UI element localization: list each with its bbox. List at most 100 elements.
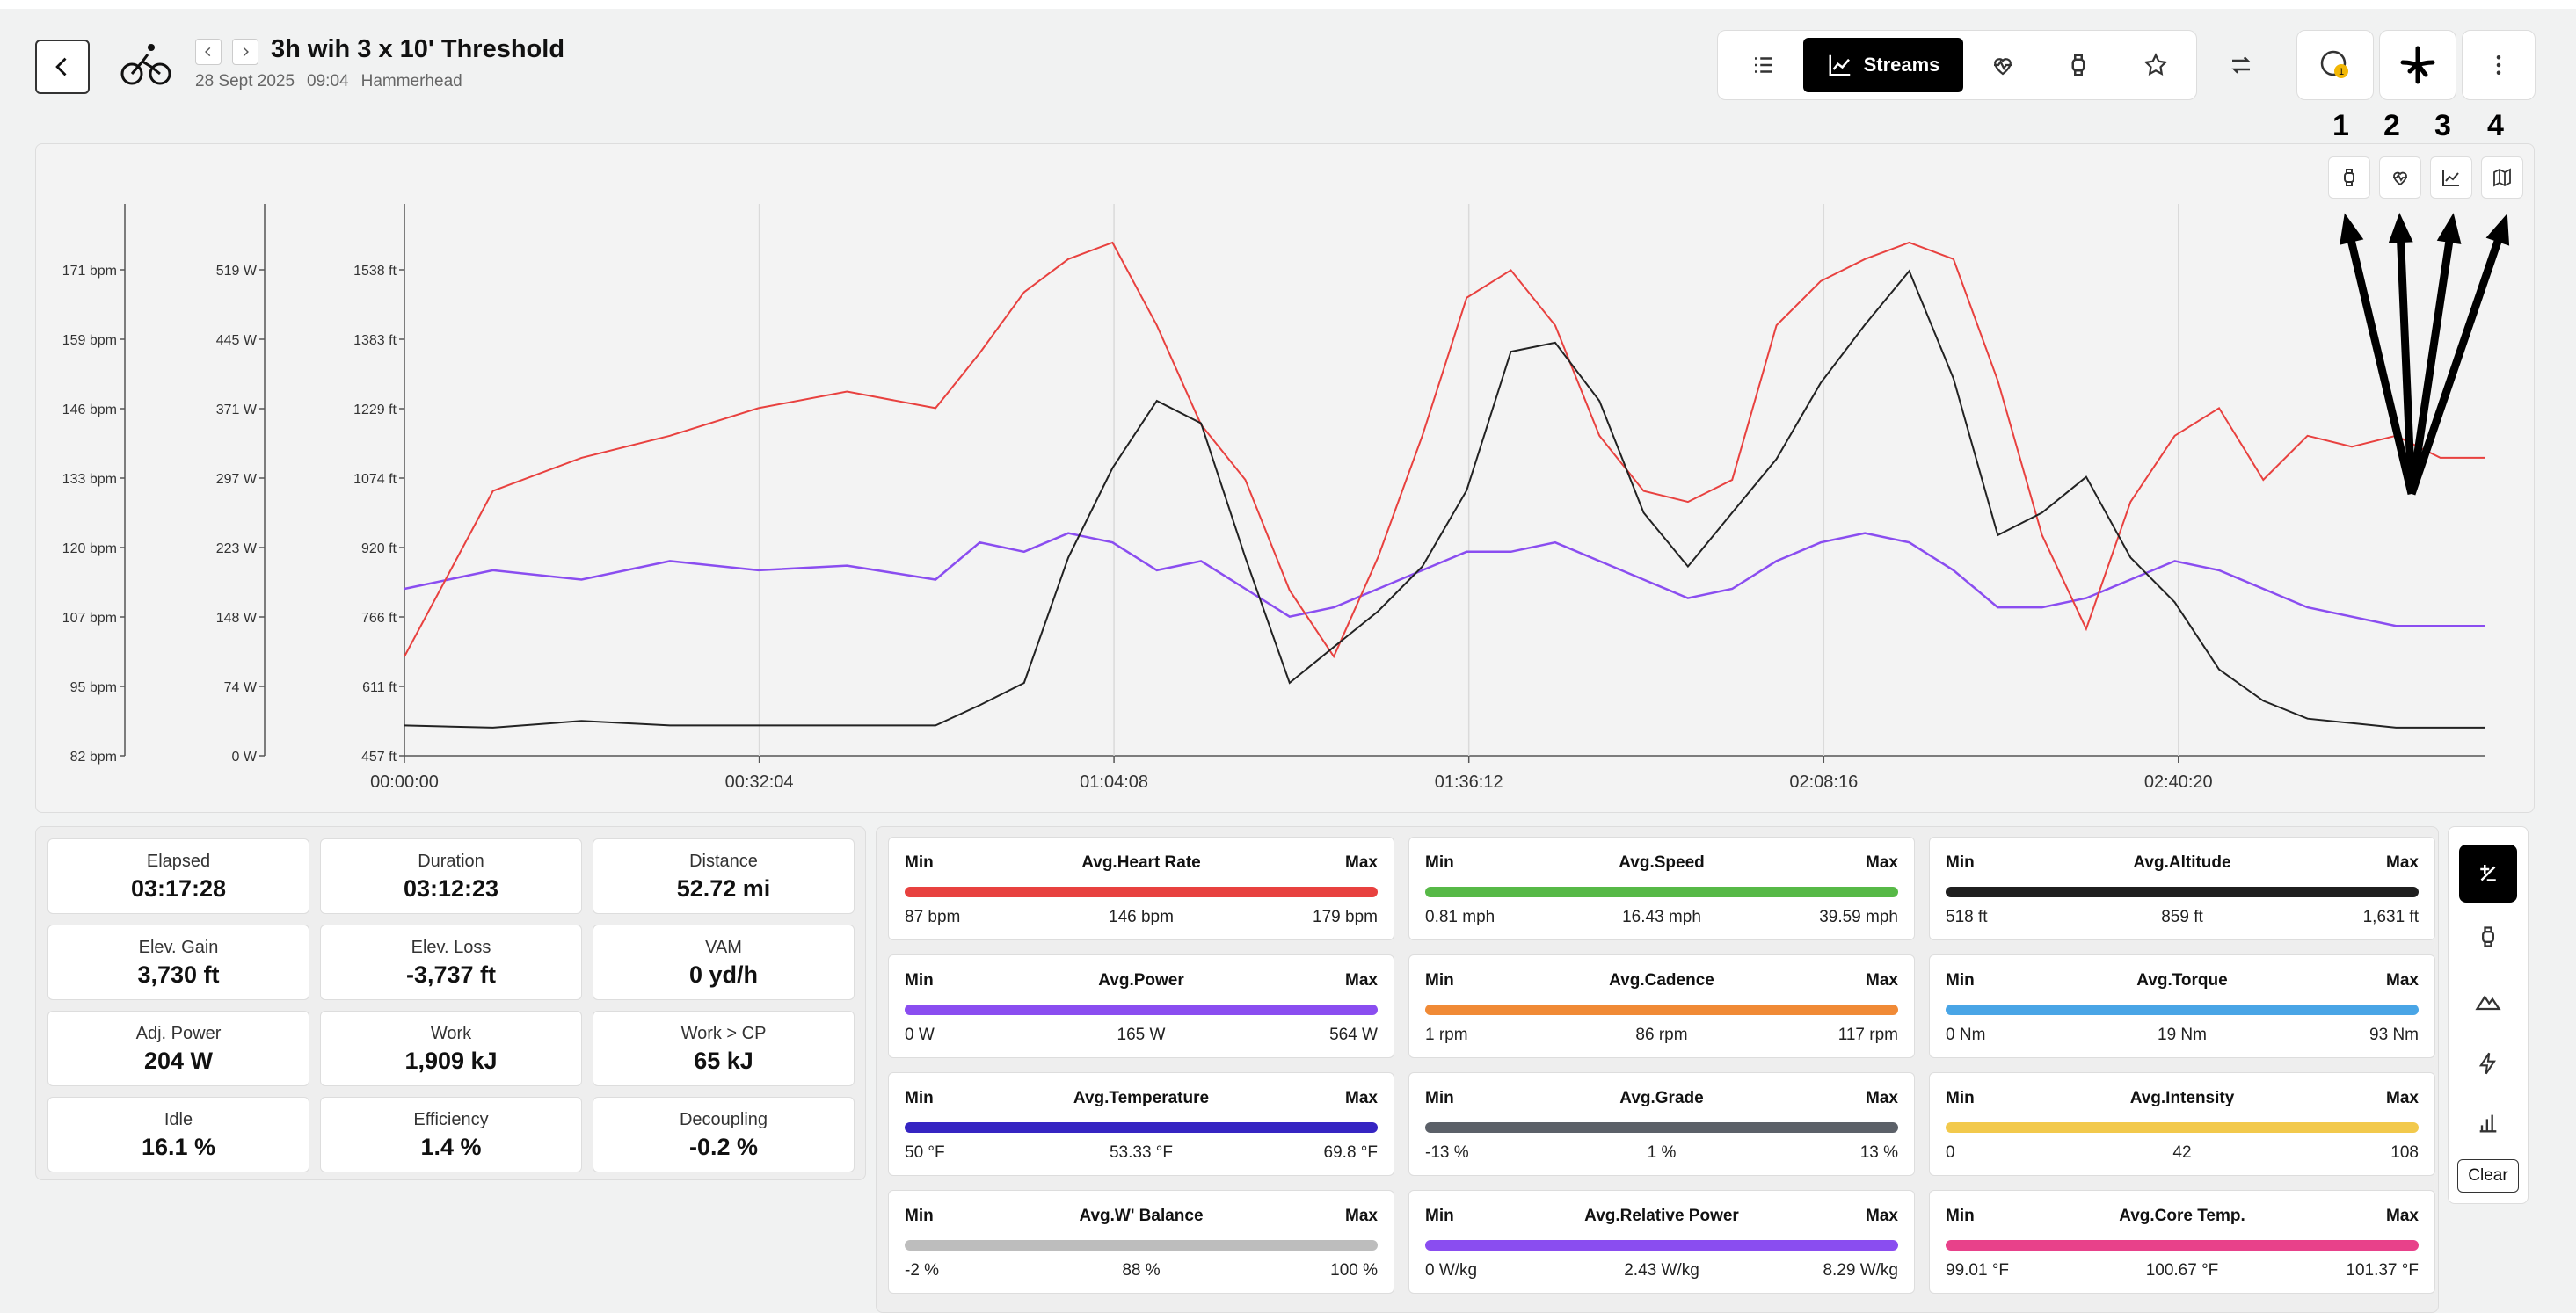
altitude-tick-label: 1383 ft: [353, 333, 397, 348]
time-tick-label: 01:04:08: [1080, 773, 1148, 792]
annotation-arrowhead: [2485, 213, 2510, 246]
more-options-button[interactable]: [2462, 30, 2536, 100]
metric-card[interactable]: Min Avg.W' Balance Max -2 % 88 % 100 %: [888, 1190, 1394, 1294]
metric-min-value: 1 rpm: [1425, 1026, 1468, 1044]
metric-min-value: 87 bpm: [905, 908, 961, 926]
heart-rate-series-line: [404, 241, 2485, 659]
summary-stats-panel: Elapsed 03:17:28 Duration 03:12:23 Distance 5…: [35, 826, 866, 1180]
add-metric-button[interactable]: [2459, 845, 2517, 903]
app-logo-button[interactable]: [2379, 30, 2456, 100]
plus-minus-icon: [2480, 865, 2496, 881]
time-tick-label: 02:08:16: [1789, 773, 1858, 792]
metric-bar: [1946, 1122, 2419, 1133]
power-filter-button[interactable]: [2459, 1034, 2517, 1092]
metric-card[interactable]: Min Avg.Power Max 0 W 165 W 564 W: [888, 954, 1394, 1058]
metric-card[interactable]: Min Avg.Core Temp. Max 99.01 °F 100.67 °F 101…: [1929, 1190, 2435, 1294]
stat-card: Distance 52.72 mi: [593, 838, 855, 914]
next-activity-button[interactable]: [232, 39, 258, 65]
clear-button[interactable]: Clear: [2457, 1159, 2519, 1193]
metric-bar: [1425, 1122, 1898, 1133]
swap-arrows-icon: [2231, 56, 2251, 74]
annotation-arrow: [2407, 228, 2456, 495]
metric-avg-value: 146 bpm: [1109, 908, 1174, 926]
metric-min-value: 0 Nm: [1946, 1026, 1986, 1044]
top-strip: [0, 0, 2576, 9]
time-tick-label: 00:32:04: [725, 773, 794, 792]
annotation-number: 4: [2487, 109, 2504, 142]
metric-name: Avg.W' Balance: [1079, 1207, 1204, 1225]
annotation-number: 3: [2434, 109, 2451, 142]
metric-max-value: 117 rpm: [1837, 1026, 1898, 1044]
bar-chart-filter-button[interactable]: [2459, 1094, 2517, 1152]
metric-bar: [1425, 887, 1898, 897]
stat-value: 204 W: [143, 1048, 214, 1074]
watch-icon: [2344, 169, 2354, 186]
terrain-filter-button[interactable]: [2459, 971, 2517, 1029]
streams-chart[interactable]: 171 bpm 159 bpm 146 bpm 133 bpm 120 bpm 107 b…: [36, 144, 2536, 814]
metric-card[interactable]: Min Avg.Torque Max 0 Nm 19 Nm 93 Nm: [1929, 954, 2435, 1058]
tab-watch[interactable]: [2041, 38, 2115, 92]
stat-label: Decoupling: [679, 1110, 768, 1129]
annotation-arrow: [2344, 227, 2416, 496]
hr-tick-label: 133 bpm: [62, 472, 117, 487]
tab-favorites[interactable]: [2119, 38, 2193, 92]
metric-card[interactable]: Min Avg.Heart Rate Max 87 bpm 146 bpm 179 bpm: [888, 837, 1394, 940]
altitude-tick-label: 611 ft: [362, 680, 397, 695]
metric-card[interactable]: Min Avg.Relative Power Max 0 W/kg 2.43 W/kg 8…: [1408, 1190, 1915, 1294]
metric-card[interactable]: Min Avg.Altitude Max 518 ft 859 ft 1,631 ft: [1929, 837, 2435, 940]
chart-map-button[interactable]: [2481, 156, 2523, 199]
stat-card: Work > CP 65 kJ: [593, 1011, 855, 1086]
metric-max-label: Max: [2386, 853, 2419, 872]
notification-count: 1: [2339, 67, 2344, 77]
metric-card[interactable]: Min Avg.Speed Max 0.81 mph 16.43 mph 39.59 mp…: [1408, 837, 1915, 940]
time-tick-label: 00:00:00: [370, 773, 439, 792]
metric-max-value: 101.37 °F: [2346, 1261, 2419, 1280]
watch-filter-button[interactable]: [2459, 908, 2517, 966]
metric-name: Avg.Temperature: [1073, 1089, 1210, 1107]
metric-card[interactable]: Min Avg.Intensity Max 0 42 108: [1929, 1072, 2435, 1176]
tab-streams[interactable]: Streams: [1803, 38, 1963, 92]
metric-min-label: Min: [1425, 1207, 1454, 1225]
metric-bar: [905, 1122, 1378, 1133]
stat-card: Adj. Power 204 W: [47, 1011, 309, 1086]
metric-avg-value: 1 %: [1647, 1143, 1677, 1162]
stat-value: 16.1 %: [141, 1134, 216, 1160]
metric-card[interactable]: Min Avg.Temperature Max 50 °F 53.33 °F 69.8 °…: [888, 1072, 1394, 1176]
metric-max-label: Max: [1866, 971, 1898, 990]
bar-chart-icon: [2479, 1114, 2497, 1133]
metric-max-label: Max: [2386, 971, 2419, 990]
stat-card: Elev. Gain 3,730 ft: [47, 925, 309, 1000]
notifications-button[interactable]: 1: [2296, 30, 2374, 100]
stat-value: 0 yd/h: [688, 961, 759, 988]
heart-pulse-icon: [2393, 171, 2407, 186]
back-button[interactable]: [35, 40, 90, 94]
metric-card[interactable]: Min Avg.Grade Max -13 % 1 % 13 %: [1408, 1072, 1915, 1176]
chart-watch-button[interactable]: [2328, 156, 2370, 199]
tab-list[interactable]: [1725, 38, 1802, 92]
metric-max-value: 100 %: [1330, 1261, 1378, 1280]
intervals-logo-icon: [2400, 46, 2435, 84]
stat-value: 03:12:23: [403, 875, 499, 902]
previous-activity-button[interactable]: [195, 39, 222, 65]
altitude-tick-label: 766 ft: [361, 611, 397, 626]
metric-min-label: Min: [905, 1089, 934, 1107]
mountain-icon: [2475, 995, 2501, 1011]
metric-min-value: 518 ft: [1946, 908, 1988, 926]
power-tick-label: 519 W: [216, 264, 258, 279]
stat-card: Duration 03:12:23: [320, 838, 582, 914]
activity-date: 28 Sept 2025: [195, 72, 295, 91]
metric-name: Avg.Intensity: [2129, 1089, 2235, 1107]
compare-button[interactable]: [2202, 30, 2280, 100]
metric-card[interactable]: Min Avg.Cadence Max 1 rpm 86 rpm 117 rpm: [1408, 954, 1915, 1058]
tab-intervals[interactable]: [1966, 38, 2040, 92]
chart-intervals-button[interactable]: [2379, 156, 2421, 199]
stat-label: Duration: [418, 852, 484, 871]
metric-min-value: 99.01 °F: [1946, 1261, 2010, 1280]
time-tick-label: 02:40:20: [2144, 773, 2213, 792]
chart-line-button[interactable]: [2430, 156, 2472, 199]
metric-avg-value: 53.33 °F: [1109, 1143, 1174, 1162]
metric-bar: [1425, 1240, 1898, 1251]
metric-min-label: Min: [1946, 853, 1975, 872]
heart-pulse-icon: [1994, 58, 2012, 76]
metric-min-value: 0 W/kg: [1425, 1261, 1478, 1280]
